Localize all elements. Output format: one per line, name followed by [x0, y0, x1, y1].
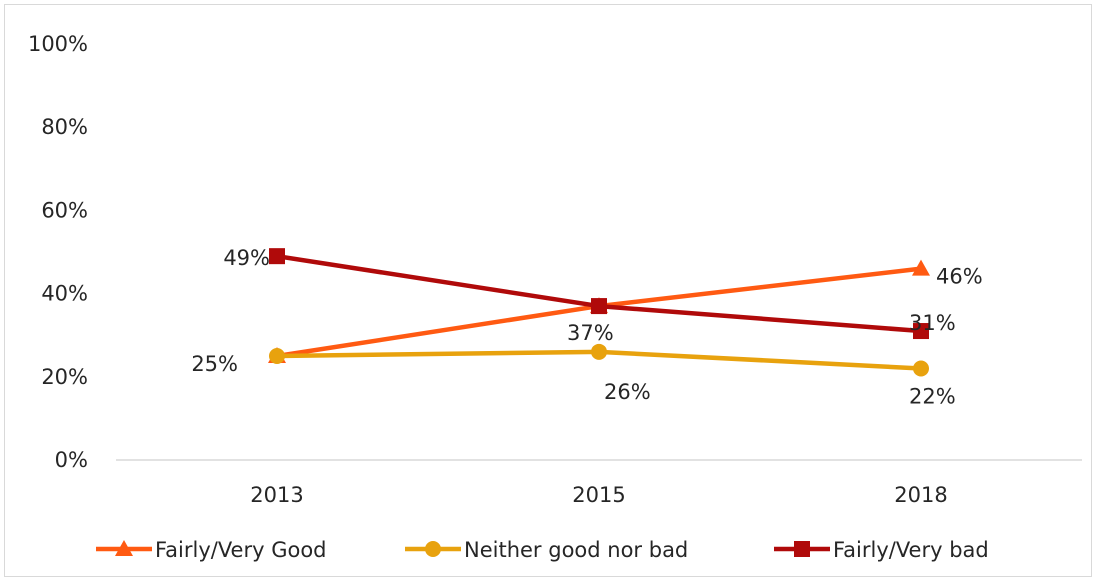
data-marker	[591, 298, 607, 315]
y-tick-label: 0%	[55, 448, 88, 472]
data-label: 49%	[223, 246, 270, 270]
legend-item: Fairly/Very Good	[96, 538, 327, 562]
legend: Fairly/Very Good Neither good nor bad Fair…	[96, 538, 989, 562]
data-label: 26%	[604, 380, 651, 404]
x-tick-label: 2015	[572, 483, 625, 507]
legend-label: Fairly/Very Good	[155, 538, 327, 562]
data-marker	[269, 248, 285, 265]
x-tick-label: 2018	[894, 483, 947, 507]
legend-item: Neither good nor bad	[405, 538, 688, 562]
data-label: 22%	[909, 384, 956, 408]
y-tick-label: 80%	[41, 115, 88, 139]
data-marker	[591, 343, 607, 360]
series-markers	[268, 248, 930, 377]
x-tick-label: 2013	[250, 483, 303, 507]
legend-marker	[425, 541, 441, 557]
legend-marker	[115, 540, 133, 556]
y-axis-labels: 0% 20% 40% 60% 80% 100%	[28, 32, 88, 472]
data-label: 46%	[936, 265, 983, 289]
data-label: 31%	[909, 311, 956, 335]
data-label: 37%	[567, 321, 614, 345]
y-tick-label: 20%	[41, 365, 88, 389]
data-marker	[913, 323, 929, 340]
data-label: 25%	[191, 352, 238, 376]
data-labels: 46% 25% 26% 22% 49% 37% 31%	[191, 246, 982, 408]
legend-label: Fairly/Very bad	[833, 538, 989, 562]
y-tick-label: 100%	[28, 32, 88, 56]
legend-item: Fairly/Very bad	[774, 538, 989, 562]
x-axis-labels: 2013 2015 2018	[250, 483, 947, 507]
y-tick-label: 60%	[41, 198, 88, 222]
data-marker	[269, 348, 285, 364]
chart-frame	[4, 4, 1092, 577]
legend-label: Neither good nor bad	[464, 538, 688, 562]
data-marker	[912, 259, 930, 276]
series-line	[276, 253, 922, 334]
data-marker	[913, 360, 929, 377]
legend-marker	[794, 541, 810, 557]
y-tick-label: 40%	[41, 282, 88, 306]
